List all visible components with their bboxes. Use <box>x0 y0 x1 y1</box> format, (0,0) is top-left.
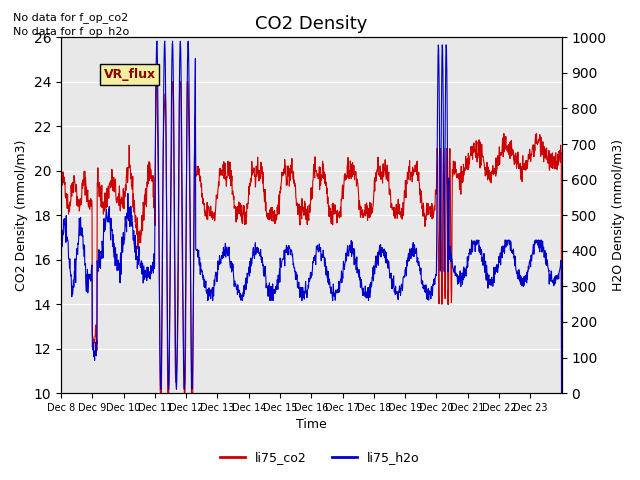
Text: No data for f_op_co2: No data for f_op_co2 <box>13 12 128 23</box>
X-axis label: Time: Time <box>296 419 326 432</box>
Text: No data for f_op_h2o: No data for f_op_h2o <box>13 26 129 37</box>
Y-axis label: H2O Density (mmol/m3): H2O Density (mmol/m3) <box>612 139 625 291</box>
Y-axis label: CO2 Density (mmol/m3): CO2 Density (mmol/m3) <box>15 140 28 291</box>
Title: CO2 Density: CO2 Density <box>255 15 367 33</box>
Legend: li75_co2, li75_h2o: li75_co2, li75_h2o <box>215 446 425 469</box>
Text: VR_flux: VR_flux <box>104 68 156 81</box>
